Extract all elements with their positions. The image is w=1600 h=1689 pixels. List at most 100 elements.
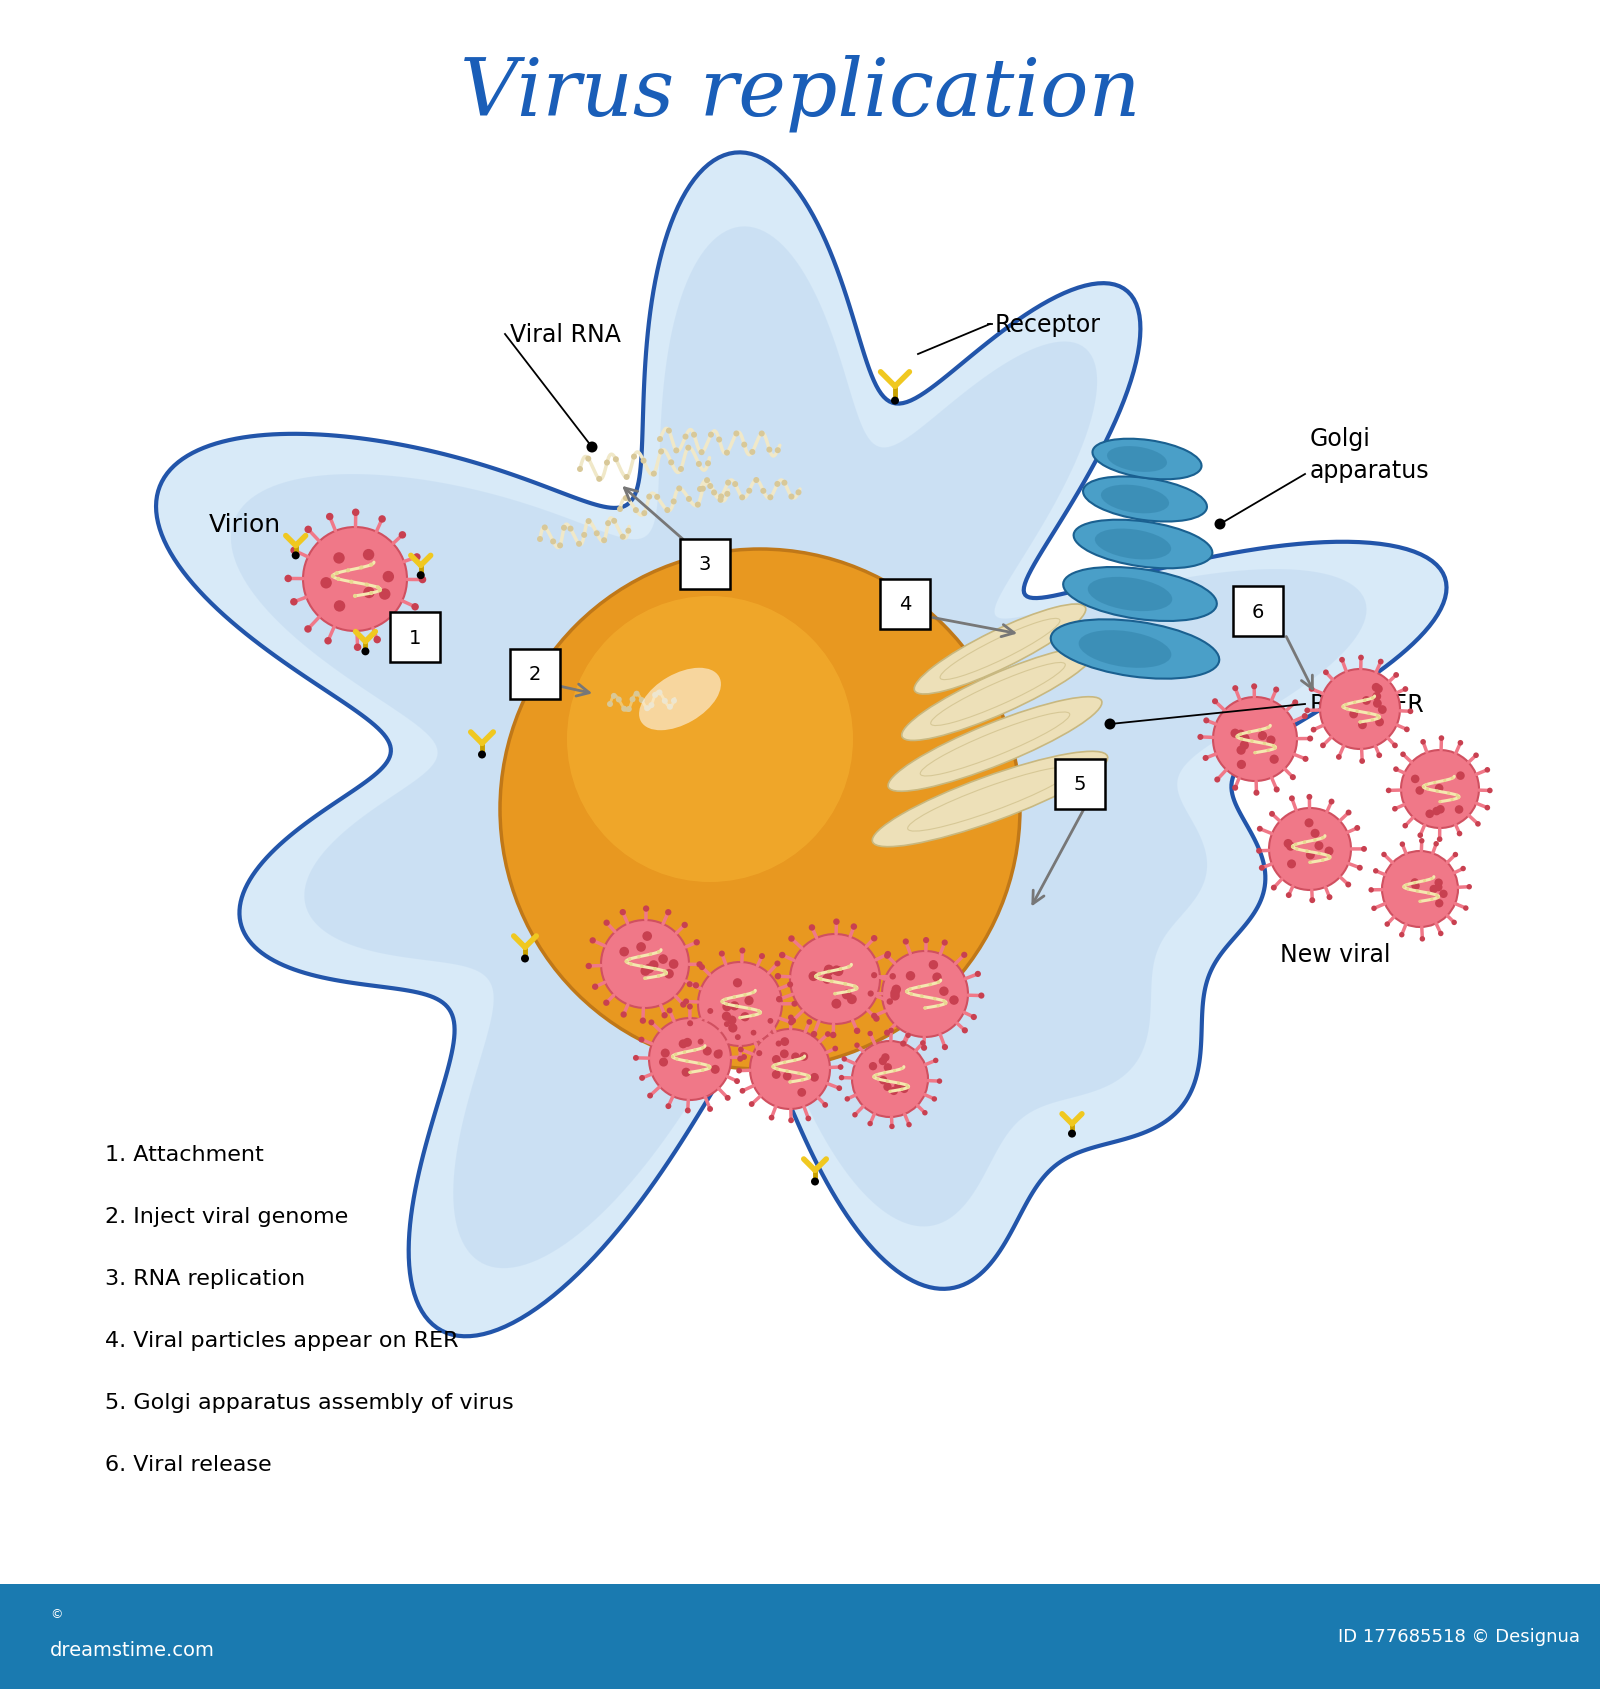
Circle shape (890, 973, 896, 980)
Circle shape (771, 1071, 781, 1079)
Circle shape (478, 752, 486, 758)
Circle shape (1394, 767, 1398, 772)
Circle shape (822, 975, 832, 985)
Circle shape (661, 1012, 667, 1018)
Circle shape (658, 437, 662, 443)
Circle shape (774, 961, 781, 966)
Circle shape (693, 1049, 696, 1052)
Circle shape (725, 491, 730, 498)
Circle shape (611, 519, 618, 525)
Circle shape (325, 638, 331, 645)
Circle shape (685, 1061, 688, 1062)
Circle shape (789, 1018, 797, 1024)
Circle shape (1411, 878, 1419, 887)
Circle shape (677, 486, 682, 491)
Circle shape (1435, 900, 1443, 909)
Circle shape (611, 694, 618, 699)
Circle shape (1392, 743, 1398, 748)
Circle shape (733, 997, 736, 1000)
Circle shape (826, 1032, 830, 1037)
Circle shape (640, 964, 643, 968)
Circle shape (1258, 731, 1267, 741)
Circle shape (720, 1000, 723, 1003)
Circle shape (704, 478, 710, 483)
Circle shape (666, 909, 672, 915)
Circle shape (877, 1078, 880, 1081)
Circle shape (802, 1079, 805, 1081)
Text: dreamstime.com: dreamstime.com (50, 1640, 214, 1659)
Circle shape (906, 990, 909, 993)
Circle shape (1286, 892, 1291, 899)
Circle shape (365, 583, 368, 588)
Circle shape (789, 1020, 794, 1025)
Circle shape (851, 924, 858, 931)
Circle shape (883, 1064, 893, 1073)
Circle shape (872, 1076, 875, 1079)
Circle shape (643, 976, 646, 981)
Circle shape (1320, 743, 1326, 748)
Circle shape (854, 1042, 859, 1049)
Circle shape (1203, 755, 1208, 762)
Circle shape (920, 995, 923, 998)
Circle shape (750, 1029, 830, 1110)
Circle shape (666, 429, 672, 434)
Circle shape (1203, 718, 1210, 725)
Circle shape (669, 459, 674, 466)
Circle shape (1437, 836, 1443, 843)
Circle shape (707, 1064, 710, 1067)
Circle shape (685, 446, 691, 451)
Circle shape (736, 1005, 739, 1008)
Circle shape (1382, 851, 1458, 927)
Circle shape (1309, 899, 1315, 904)
Circle shape (717, 1051, 723, 1056)
Circle shape (1376, 753, 1382, 758)
Circle shape (749, 1101, 755, 1108)
Circle shape (1317, 853, 1322, 856)
Circle shape (370, 591, 373, 596)
Circle shape (643, 905, 650, 912)
Circle shape (901, 1088, 904, 1091)
Circle shape (603, 461, 610, 466)
Circle shape (741, 443, 747, 448)
Circle shape (758, 431, 765, 437)
Circle shape (642, 932, 653, 941)
Circle shape (1371, 698, 1374, 701)
Circle shape (670, 698, 677, 704)
Circle shape (851, 1042, 928, 1118)
Circle shape (557, 544, 563, 549)
Circle shape (707, 1066, 712, 1069)
Circle shape (768, 495, 773, 502)
Circle shape (650, 961, 659, 969)
Circle shape (722, 1003, 731, 1012)
Circle shape (882, 951, 968, 1037)
Circle shape (883, 1071, 886, 1074)
Circle shape (893, 1069, 896, 1073)
Circle shape (1248, 731, 1251, 735)
Circle shape (830, 1032, 837, 1039)
Circle shape (797, 1073, 800, 1076)
Circle shape (1426, 787, 1429, 790)
Circle shape (978, 993, 984, 1000)
Circle shape (648, 703, 654, 709)
Circle shape (378, 589, 382, 593)
Circle shape (382, 571, 394, 583)
Circle shape (842, 990, 851, 1000)
Circle shape (637, 956, 642, 959)
Circle shape (774, 973, 781, 980)
Ellipse shape (1078, 630, 1171, 669)
Circle shape (419, 576, 426, 584)
Circle shape (888, 1029, 894, 1034)
Circle shape (1322, 836, 1325, 839)
Circle shape (603, 921, 610, 926)
Circle shape (888, 1089, 891, 1093)
Circle shape (1286, 843, 1294, 851)
Circle shape (906, 1121, 912, 1128)
Circle shape (701, 1069, 704, 1073)
Circle shape (1346, 882, 1352, 888)
Circle shape (622, 495, 629, 502)
Bar (0, 1584, 1600, 1689)
Circle shape (602, 921, 690, 1008)
Circle shape (758, 954, 765, 959)
Circle shape (1458, 740, 1464, 747)
Circle shape (906, 1034, 910, 1039)
